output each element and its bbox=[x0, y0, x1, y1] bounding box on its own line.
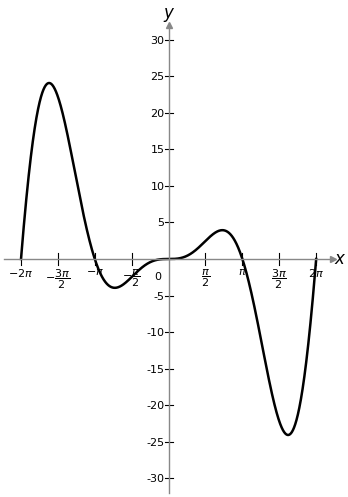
Text: 0: 0 bbox=[155, 272, 161, 282]
Text: y: y bbox=[164, 3, 174, 21]
Text: x: x bbox=[334, 250, 344, 268]
